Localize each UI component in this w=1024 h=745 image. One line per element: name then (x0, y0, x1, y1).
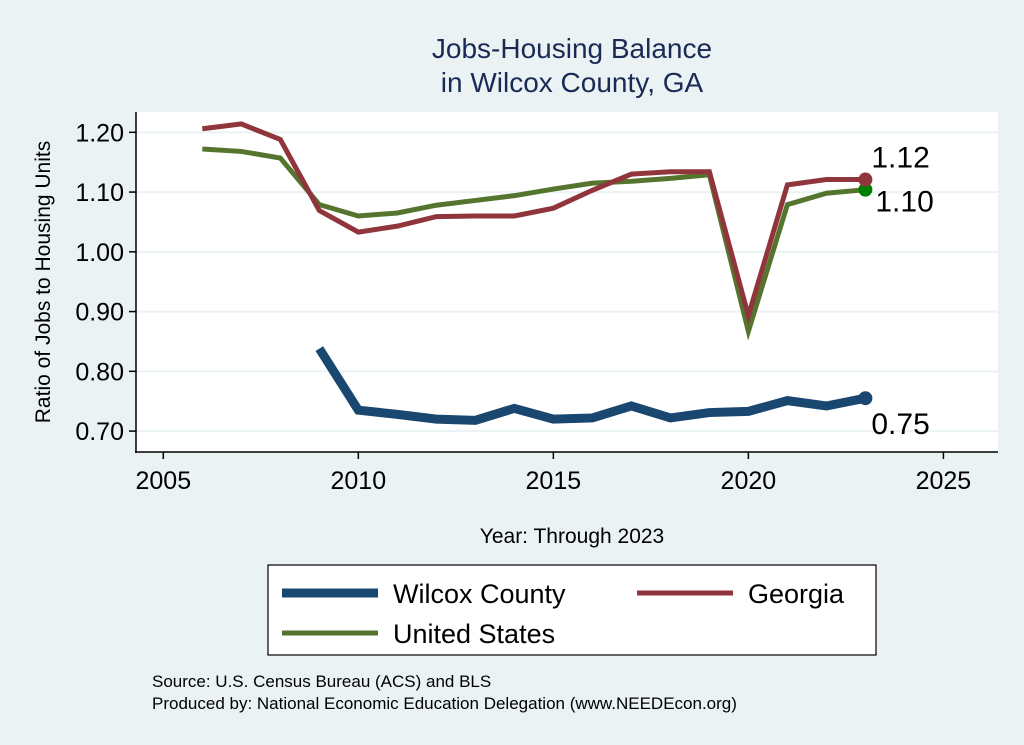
legend-label-wilcox: Wilcox County (393, 579, 566, 609)
y-tick-label: 0.80 (75, 358, 124, 386)
source-note: Source: U.S. Census Bureau (ACS) and BLS (152, 672, 491, 691)
producer-note: Produced by: National Economic Education… (152, 694, 737, 713)
y-tick-label: 1.00 (75, 239, 124, 267)
legend: Wilcox County Georgia United States (267, 564, 877, 656)
legend-label-georgia: Georgia (748, 579, 845, 609)
legend-box (267, 564, 877, 656)
y-tick-label: 1.10 (75, 179, 124, 207)
end-value-label: 0.75 (871, 408, 929, 441)
chart-title-line-2: in Wilcox County, GA (441, 67, 704, 98)
y-axis-label: Ratio of Jobs to Housing Units (32, 141, 55, 423)
series-line-georgia (202, 121, 866, 325)
legend-label-us: United States (393, 619, 555, 649)
end-point-marker (858, 391, 873, 406)
x-tick-label: 2015 (526, 467, 582, 495)
series-line-wilcox-county (315, 346, 867, 425)
chart-title-line-1: Jobs-Housing Balance (432, 33, 712, 64)
x-axis-label: Year: Through 2023 (480, 525, 665, 548)
series-lines: 1.10 1.12 0.75 (202, 121, 934, 441)
x-tick-label: 2020 (721, 467, 777, 495)
plot-area (136, 112, 998, 452)
x-tick-label: 2010 (331, 467, 387, 495)
y-tick-label: 0.90 (75, 299, 124, 327)
end-value-label: 1.12 (871, 142, 929, 175)
y-tick-label: 1.20 (75, 119, 124, 147)
x-axis-ticks: 2005 2010 2015 2020 2025 (135, 452, 971, 495)
gridlines (136, 131, 998, 433)
x-tick-label: 2005 (135, 467, 191, 495)
y-axis-ticks: 0.70 0.80 0.90 1.00 1.10 1.20 (75, 119, 136, 446)
end-value-label: 1.10 (875, 186, 933, 219)
end-point-marker (858, 172, 873, 187)
end-point-marker (858, 182, 873, 197)
y-tick-label: 0.70 (75, 418, 124, 446)
x-tick-label: 2025 (916, 467, 972, 495)
